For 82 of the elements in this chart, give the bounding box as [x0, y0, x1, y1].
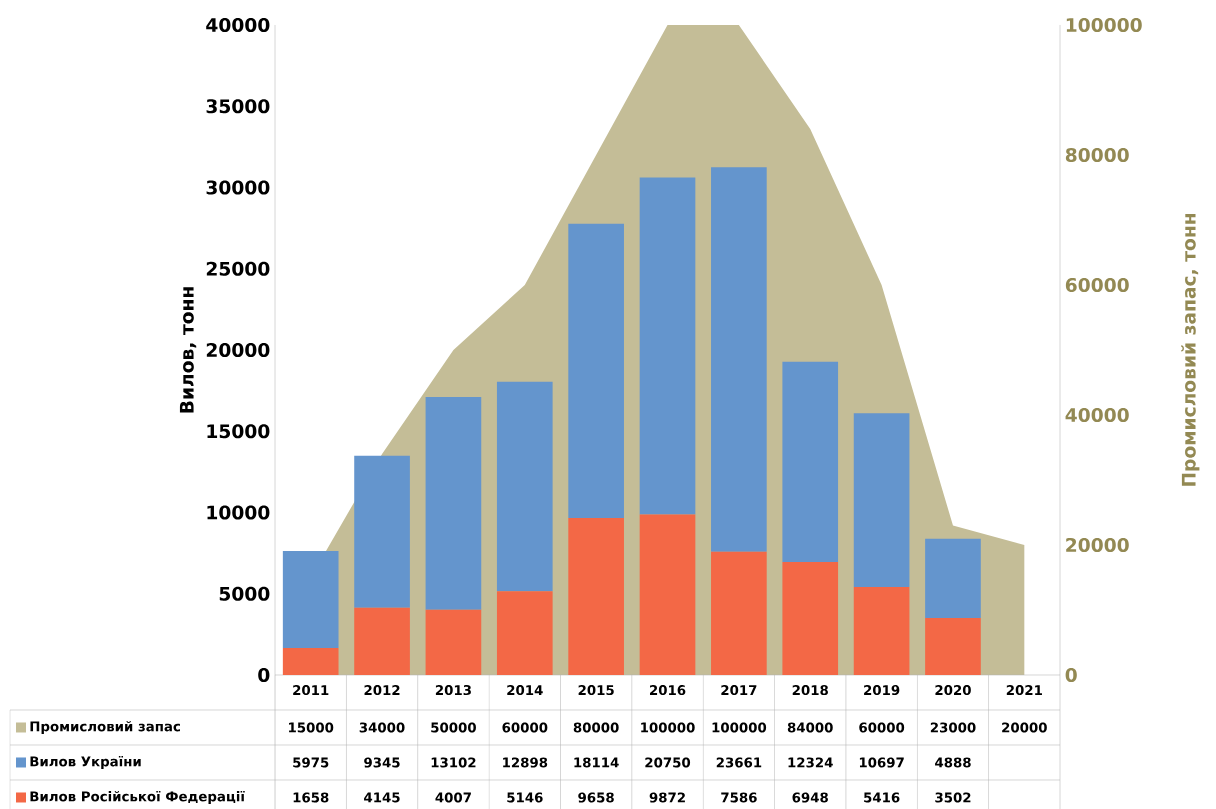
data-label: 34000 — [359, 722, 405, 733]
x-tick-label: 2013 — [435, 685, 471, 696]
data-label: 7586 — [721, 792, 757, 803]
y2-tick-label: 100000 — [1066, 17, 1142, 33]
data-label: 15000 — [289, 722, 334, 733]
data-label: 10697 — [859, 757, 904, 768]
bar — [496, 591, 553, 675]
y2-tick-label: 40000 — [1065, 407, 1129, 423]
data-label: 9872 — [649, 792, 685, 803]
data-label: 100000 — [641, 722, 695, 733]
bar — [568, 518, 624, 675]
x-tick-label: 2011 — [293, 685, 329, 696]
bar — [853, 586, 910, 675]
y-tick-label: 15000 — [207, 424, 270, 439]
bar — [639, 177, 696, 515]
data-label: 18114 — [574, 757, 619, 768]
y-tick-label: 30000 — [206, 180, 270, 195]
bar — [782, 562, 839, 675]
y2-tick-label: 80000 — [1065, 147, 1129, 163]
legend-label: Промисловий запас — [30, 720, 180, 734]
data-label: 5416 — [864, 792, 900, 803]
bar — [425, 396, 482, 610]
y-tick-label: 0 — [258, 667, 270, 683]
legend-label: Вилов України — [30, 755, 141, 770]
y2-tick-label: 20000 — [1066, 537, 1129, 553]
y-tick-label: 10000 — [207, 505, 270, 520]
bar — [782, 361, 839, 563]
data-label: 4007 — [435, 792, 471, 803]
data-label: 20750 — [645, 757, 691, 768]
bar — [853, 413, 910, 587]
x-tick-label: 2020 — [935, 685, 971, 696]
y-tick-label: 35000 — [206, 99, 270, 114]
data-label: 84000 — [787, 722, 833, 733]
bar — [639, 514, 696, 675]
data-label: 23661 — [716, 757, 762, 768]
data-label: 1658 — [293, 792, 329, 803]
data-label: 12324 — [788, 757, 833, 768]
data-label: 60000 — [502, 722, 548, 733]
bar — [354, 607, 410, 675]
data-label: 6948 — [792, 792, 828, 803]
data-label: 3502 — [935, 792, 971, 803]
data-label: 13102 — [431, 757, 476, 768]
data-label: 50000 — [431, 722, 476, 733]
bar — [282, 550, 339, 649]
x-tick-label: 2018 — [792, 685, 828, 696]
x-tick-label: 2021 — [1006, 685, 1042, 696]
bar — [425, 609, 482, 675]
y2-tick-label: 60000 — [1065, 277, 1129, 293]
bar — [711, 167, 767, 552]
bar — [711, 551, 767, 675]
y2-tick-label: 0 — [1065, 667, 1077, 683]
y-tick-label: 40000 — [206, 17, 270, 33]
data-label: 60000 — [859, 722, 905, 733]
y-tick-label: 20000 — [206, 342, 270, 358]
y2-axis-title: Промисловий запас, тонн — [1181, 213, 1200, 486]
data-label: 5146 — [507, 792, 543, 803]
x-tick-label: 2019 — [864, 685, 900, 696]
data-label: 4888 — [935, 757, 971, 768]
bar — [925, 538, 981, 619]
data-label: 5975 — [293, 757, 329, 768]
x-tick-label: 2012 — [364, 685, 400, 696]
bar — [496, 381, 553, 592]
data-label: 9658 — [578, 792, 614, 803]
y-tick-label: 5000 — [219, 586, 270, 601]
data-label: 80000 — [573, 722, 619, 733]
data-label: 4145 — [364, 792, 400, 803]
data-label: 100000 — [712, 722, 767, 733]
y-axis-title: Вилов, тонн — [179, 287, 197, 413]
bar — [354, 455, 410, 608]
data-label: 20000 — [1002, 722, 1047, 733]
data-label: 9345 — [364, 757, 400, 768]
legend-label: Вилов Російської Федерації — [30, 790, 245, 805]
data-label: 12898 — [503, 757, 548, 768]
bar — [568, 223, 624, 519]
y-tick-label: 25000 — [206, 261, 270, 276]
x-tick-label: 2014 — [507, 685, 543, 696]
x-tick-label: 2015 — [578, 685, 614, 696]
x-tick-label: 2016 — [650, 685, 686, 696]
x-tick-label: 2017 — [721, 685, 757, 696]
bar — [282, 648, 339, 675]
bar — [925, 618, 981, 675]
data-label: 23000 — [930, 722, 976, 733]
